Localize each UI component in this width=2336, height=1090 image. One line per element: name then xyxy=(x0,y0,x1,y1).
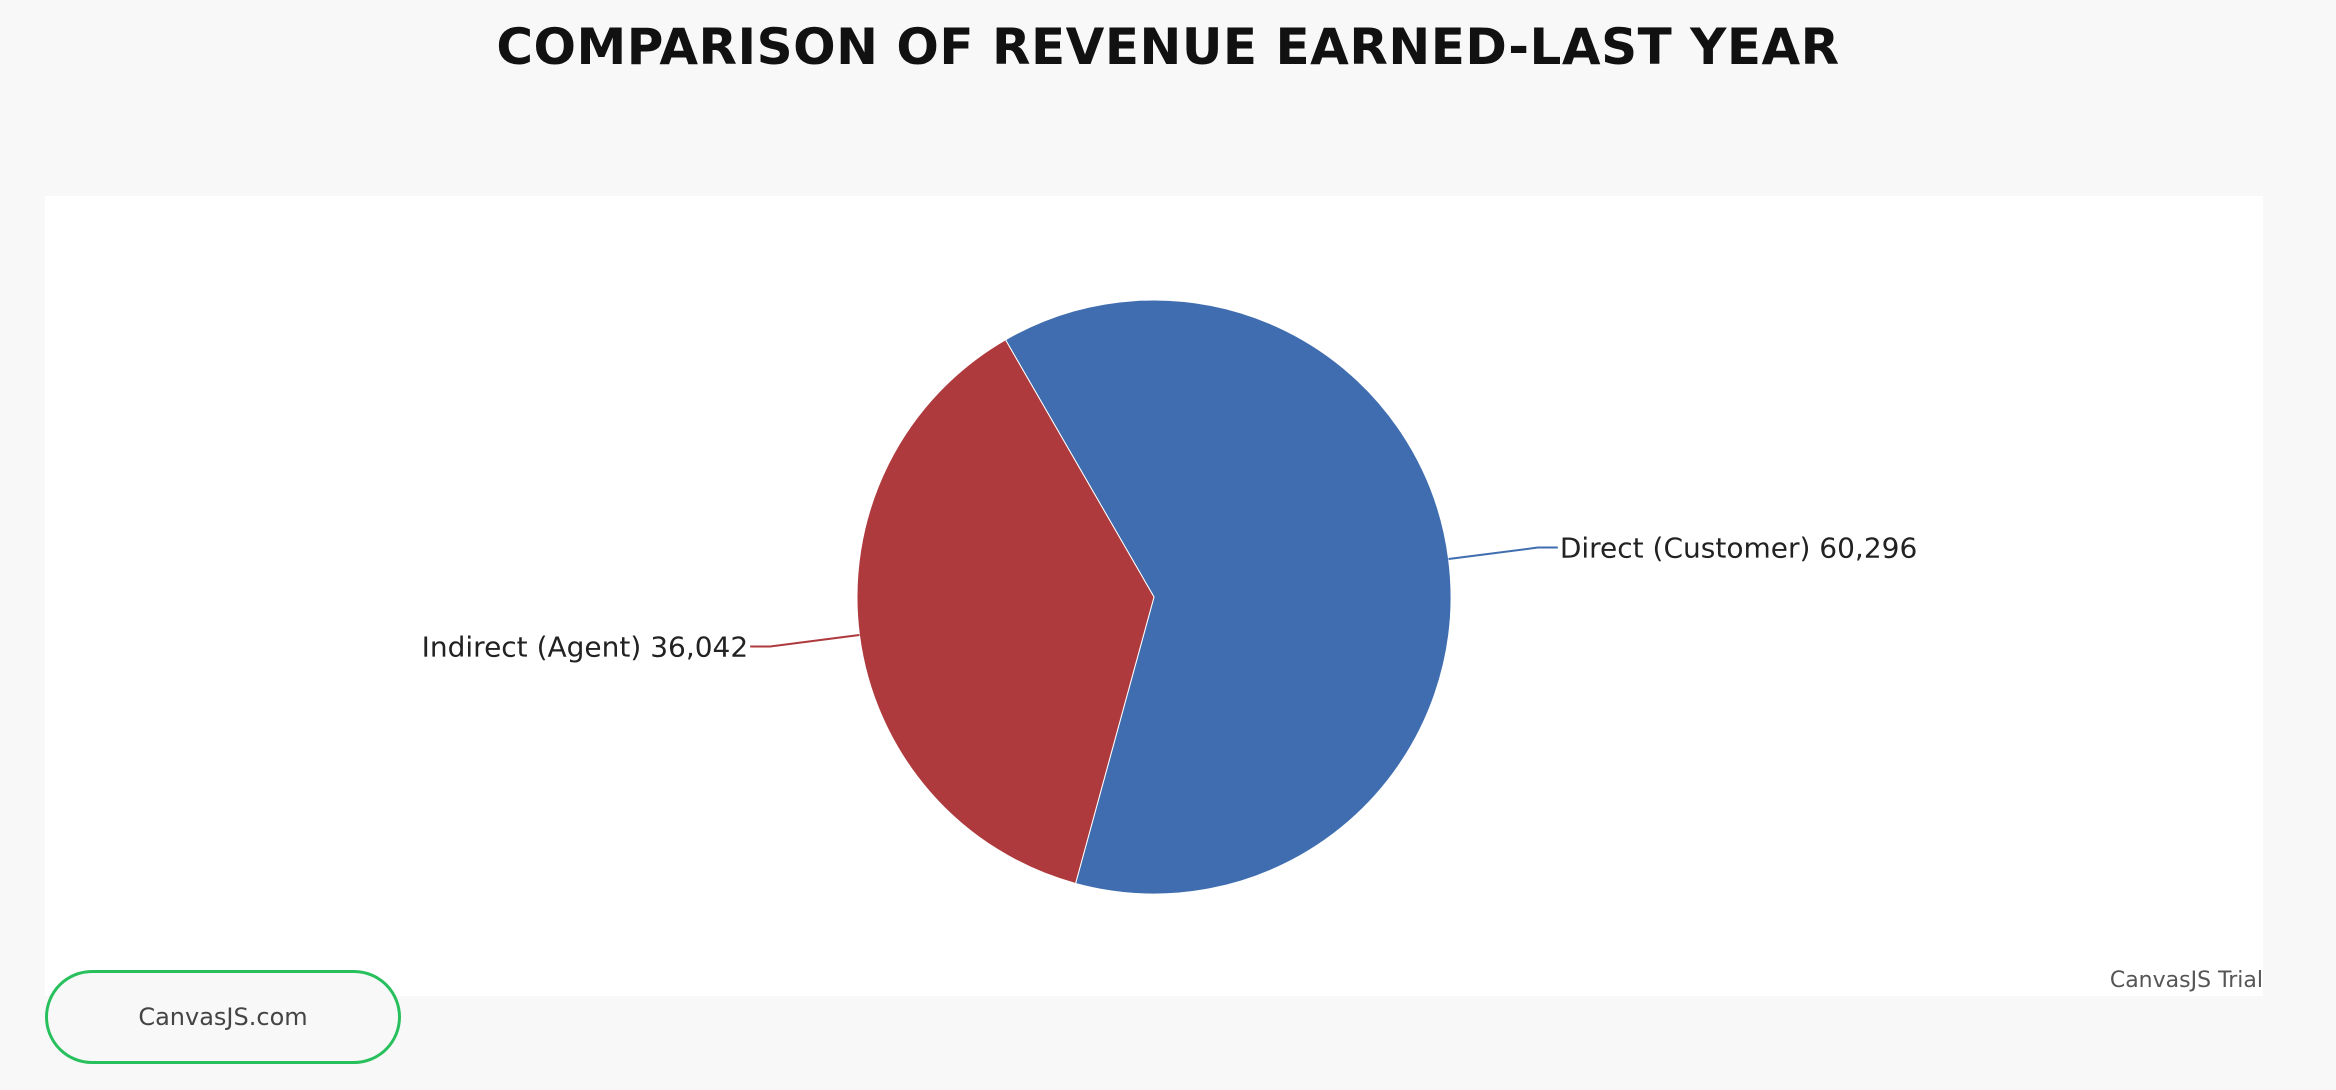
pie-slice-indirect-agent[interactable] xyxy=(856,339,1155,885)
page-title: COMPARISON OF REVENUE EARNED-LAST YEAR xyxy=(496,18,1840,76)
canvasjs-link-button[interactable]: CanvasJS.com xyxy=(45,970,401,1064)
slice-label: Indirect (Agent) 36,042 xyxy=(422,630,749,663)
credit-text: CanvasJS Trial xyxy=(2109,968,2263,993)
leader-line xyxy=(1448,546,1558,561)
slice-label: Direct (Customer) 60,296 xyxy=(1560,532,1917,565)
leader-line xyxy=(750,633,860,648)
